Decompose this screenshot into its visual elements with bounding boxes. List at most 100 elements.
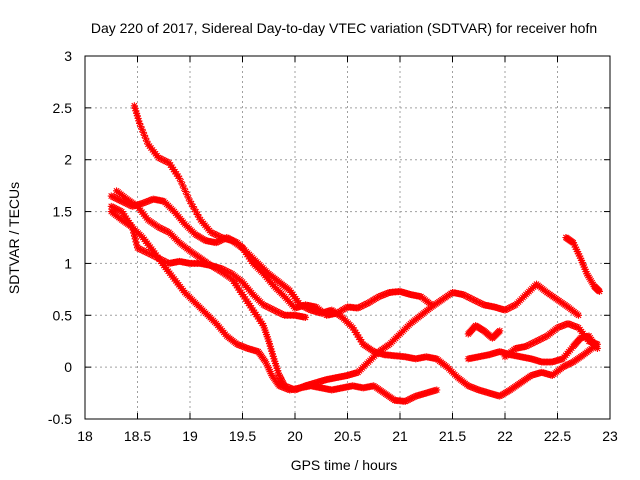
data-point xyxy=(302,313,309,321)
data-point xyxy=(593,344,601,352)
data-point xyxy=(138,125,146,133)
data-point xyxy=(266,342,274,350)
data-point xyxy=(278,383,286,391)
data-point xyxy=(140,131,148,139)
data-point xyxy=(277,382,285,390)
data-point xyxy=(192,208,200,216)
data-point xyxy=(288,385,296,393)
data-point xyxy=(191,205,198,213)
x-tick-label: 18.5 xyxy=(124,428,151,444)
data-point xyxy=(133,241,141,249)
axis-ticks: 18 18.5 19 19.5 20 20.5 21 21.5 22 22.5 23-0.500.5… xyxy=(48,48,618,444)
data-point xyxy=(143,137,151,145)
data-point xyxy=(383,290,390,298)
y-tick-label: 2.5 xyxy=(53,100,73,116)
data-point xyxy=(188,200,195,208)
data-point xyxy=(557,323,564,331)
data-point xyxy=(180,184,188,192)
data-point xyxy=(130,229,138,237)
data-point xyxy=(194,211,201,219)
data-point xyxy=(285,384,293,392)
data-point xyxy=(296,384,303,392)
data-point xyxy=(270,355,278,363)
data-point xyxy=(560,321,567,329)
data-point xyxy=(269,352,277,360)
data-point xyxy=(145,197,153,205)
data-point xyxy=(569,239,577,247)
x-tick-label: 19 xyxy=(182,428,198,444)
data-points xyxy=(107,102,603,405)
y-tick-label: 1 xyxy=(64,255,72,271)
data-point xyxy=(263,362,271,370)
data-point xyxy=(299,383,306,391)
data-point xyxy=(185,194,192,202)
data-point xyxy=(570,241,578,249)
data-point xyxy=(378,291,386,299)
data-point xyxy=(132,238,140,246)
series-track-e xyxy=(113,187,582,394)
y-tick-label: 3 xyxy=(64,48,72,64)
data-point xyxy=(469,384,477,392)
y-axis-label: SDTVAR / TECUs xyxy=(6,182,22,294)
x-tick-label: 20.5 xyxy=(334,428,361,444)
data-point xyxy=(472,385,480,393)
data-point xyxy=(572,323,579,331)
data-point xyxy=(467,383,475,391)
data-point xyxy=(350,326,358,334)
data-point xyxy=(133,109,141,117)
grid xyxy=(85,56,610,419)
data-point xyxy=(282,382,290,390)
x-tick-label: 22.5 xyxy=(544,428,571,444)
data-point xyxy=(260,324,268,332)
data-point xyxy=(264,364,272,372)
data-point xyxy=(177,178,185,186)
data-point xyxy=(596,287,603,295)
data-point xyxy=(235,341,243,349)
data-point xyxy=(262,358,270,366)
data-point xyxy=(356,336,364,344)
data-point xyxy=(272,362,280,370)
data-point xyxy=(593,340,601,348)
data-point xyxy=(268,347,276,355)
data-point xyxy=(131,235,139,243)
data-point xyxy=(284,383,291,391)
y-tick-label: -0.5 xyxy=(48,411,72,427)
data-point xyxy=(233,340,241,348)
series-track-c xyxy=(107,208,441,405)
data-point xyxy=(287,384,294,392)
data-point xyxy=(267,370,275,378)
data-point xyxy=(281,384,289,392)
data-point xyxy=(496,327,504,335)
data-point xyxy=(133,112,141,120)
data-point xyxy=(182,187,189,195)
data-point xyxy=(134,114,142,122)
series-track-g xyxy=(464,332,601,366)
data-point xyxy=(575,250,582,258)
data-point xyxy=(176,174,183,182)
data-point xyxy=(131,232,138,240)
data-point xyxy=(146,196,154,204)
data-point xyxy=(582,268,590,276)
data-point xyxy=(381,290,389,298)
data-point xyxy=(242,344,250,352)
data-point xyxy=(137,122,145,130)
data-point xyxy=(578,256,585,264)
data-point xyxy=(575,311,582,319)
data-point xyxy=(580,263,588,271)
x-tick-label: 20 xyxy=(287,428,303,444)
y-tick-label: 0.5 xyxy=(53,307,73,323)
x-axis-label: GPS time / hours xyxy=(291,457,398,473)
data-point xyxy=(241,343,249,351)
data-point xyxy=(263,331,270,339)
x-tick-label: 21.5 xyxy=(439,428,466,444)
data-point xyxy=(132,107,140,115)
data-point xyxy=(262,328,270,336)
data-point xyxy=(297,384,305,392)
y-tick-label: 0 xyxy=(64,359,72,375)
data-point xyxy=(570,322,578,330)
x-tick-label: 23 xyxy=(602,428,618,444)
data-point xyxy=(130,102,138,110)
data-point xyxy=(265,337,273,345)
data-point xyxy=(129,226,137,234)
